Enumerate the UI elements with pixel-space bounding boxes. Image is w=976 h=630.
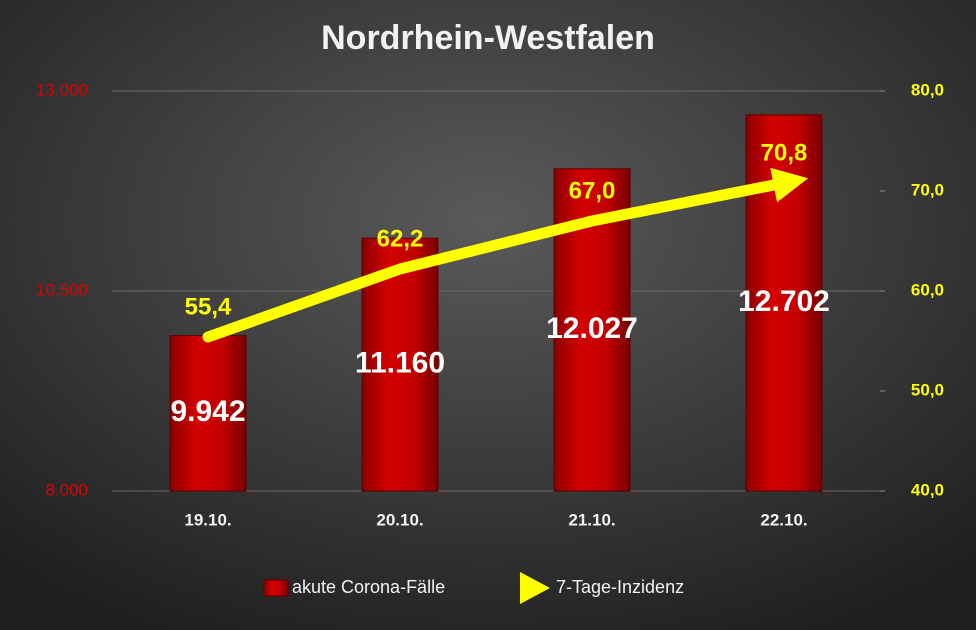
y2-tick-label: 60,0 bbox=[911, 280, 944, 299]
line-value-label: 70,8 bbox=[761, 139, 808, 166]
line bbox=[202, 167, 809, 343]
x-tick-label: 21.10. bbox=[568, 510, 615, 529]
bar bbox=[169, 335, 247, 492]
y2-tick-label: 80,0 bbox=[911, 80, 944, 99]
y2-tick-label: 40,0 bbox=[911, 480, 944, 499]
y2-tick-label: 50,0 bbox=[911, 380, 944, 399]
bar-value-label: 9.942 bbox=[170, 395, 245, 428]
y-tick-label: 13.000 bbox=[36, 80, 88, 99]
bar-value-label: 12.027 bbox=[546, 312, 638, 345]
legend-label: akute Corona-Fälle bbox=[292, 577, 445, 597]
chart-title: Nordrhein-Westfalen bbox=[321, 19, 655, 57]
x-tick-label: 20.10. bbox=[376, 510, 423, 529]
y-tick-label: 8.000 bbox=[45, 480, 88, 499]
line-value-label: 67,0 bbox=[569, 177, 616, 204]
line-value-label: 55,4 bbox=[185, 293, 232, 320]
legend-label: 7-Tage-Inzidenz bbox=[556, 577, 684, 597]
x-tick-label: 19.10. bbox=[184, 510, 231, 529]
legend-swatch bbox=[520, 572, 550, 604]
y-tick-label: 10.500 bbox=[36, 280, 88, 299]
bar-value-label: 11.160 bbox=[355, 347, 445, 380]
x-tick-label: 22.10. bbox=[760, 510, 807, 529]
line-value-label: 62,2 bbox=[377, 225, 424, 252]
bar-value-label: 12.702 bbox=[738, 285, 830, 318]
y2-tick-label: 70,0 bbox=[911, 180, 944, 199]
legend-swatch bbox=[263, 579, 289, 597]
